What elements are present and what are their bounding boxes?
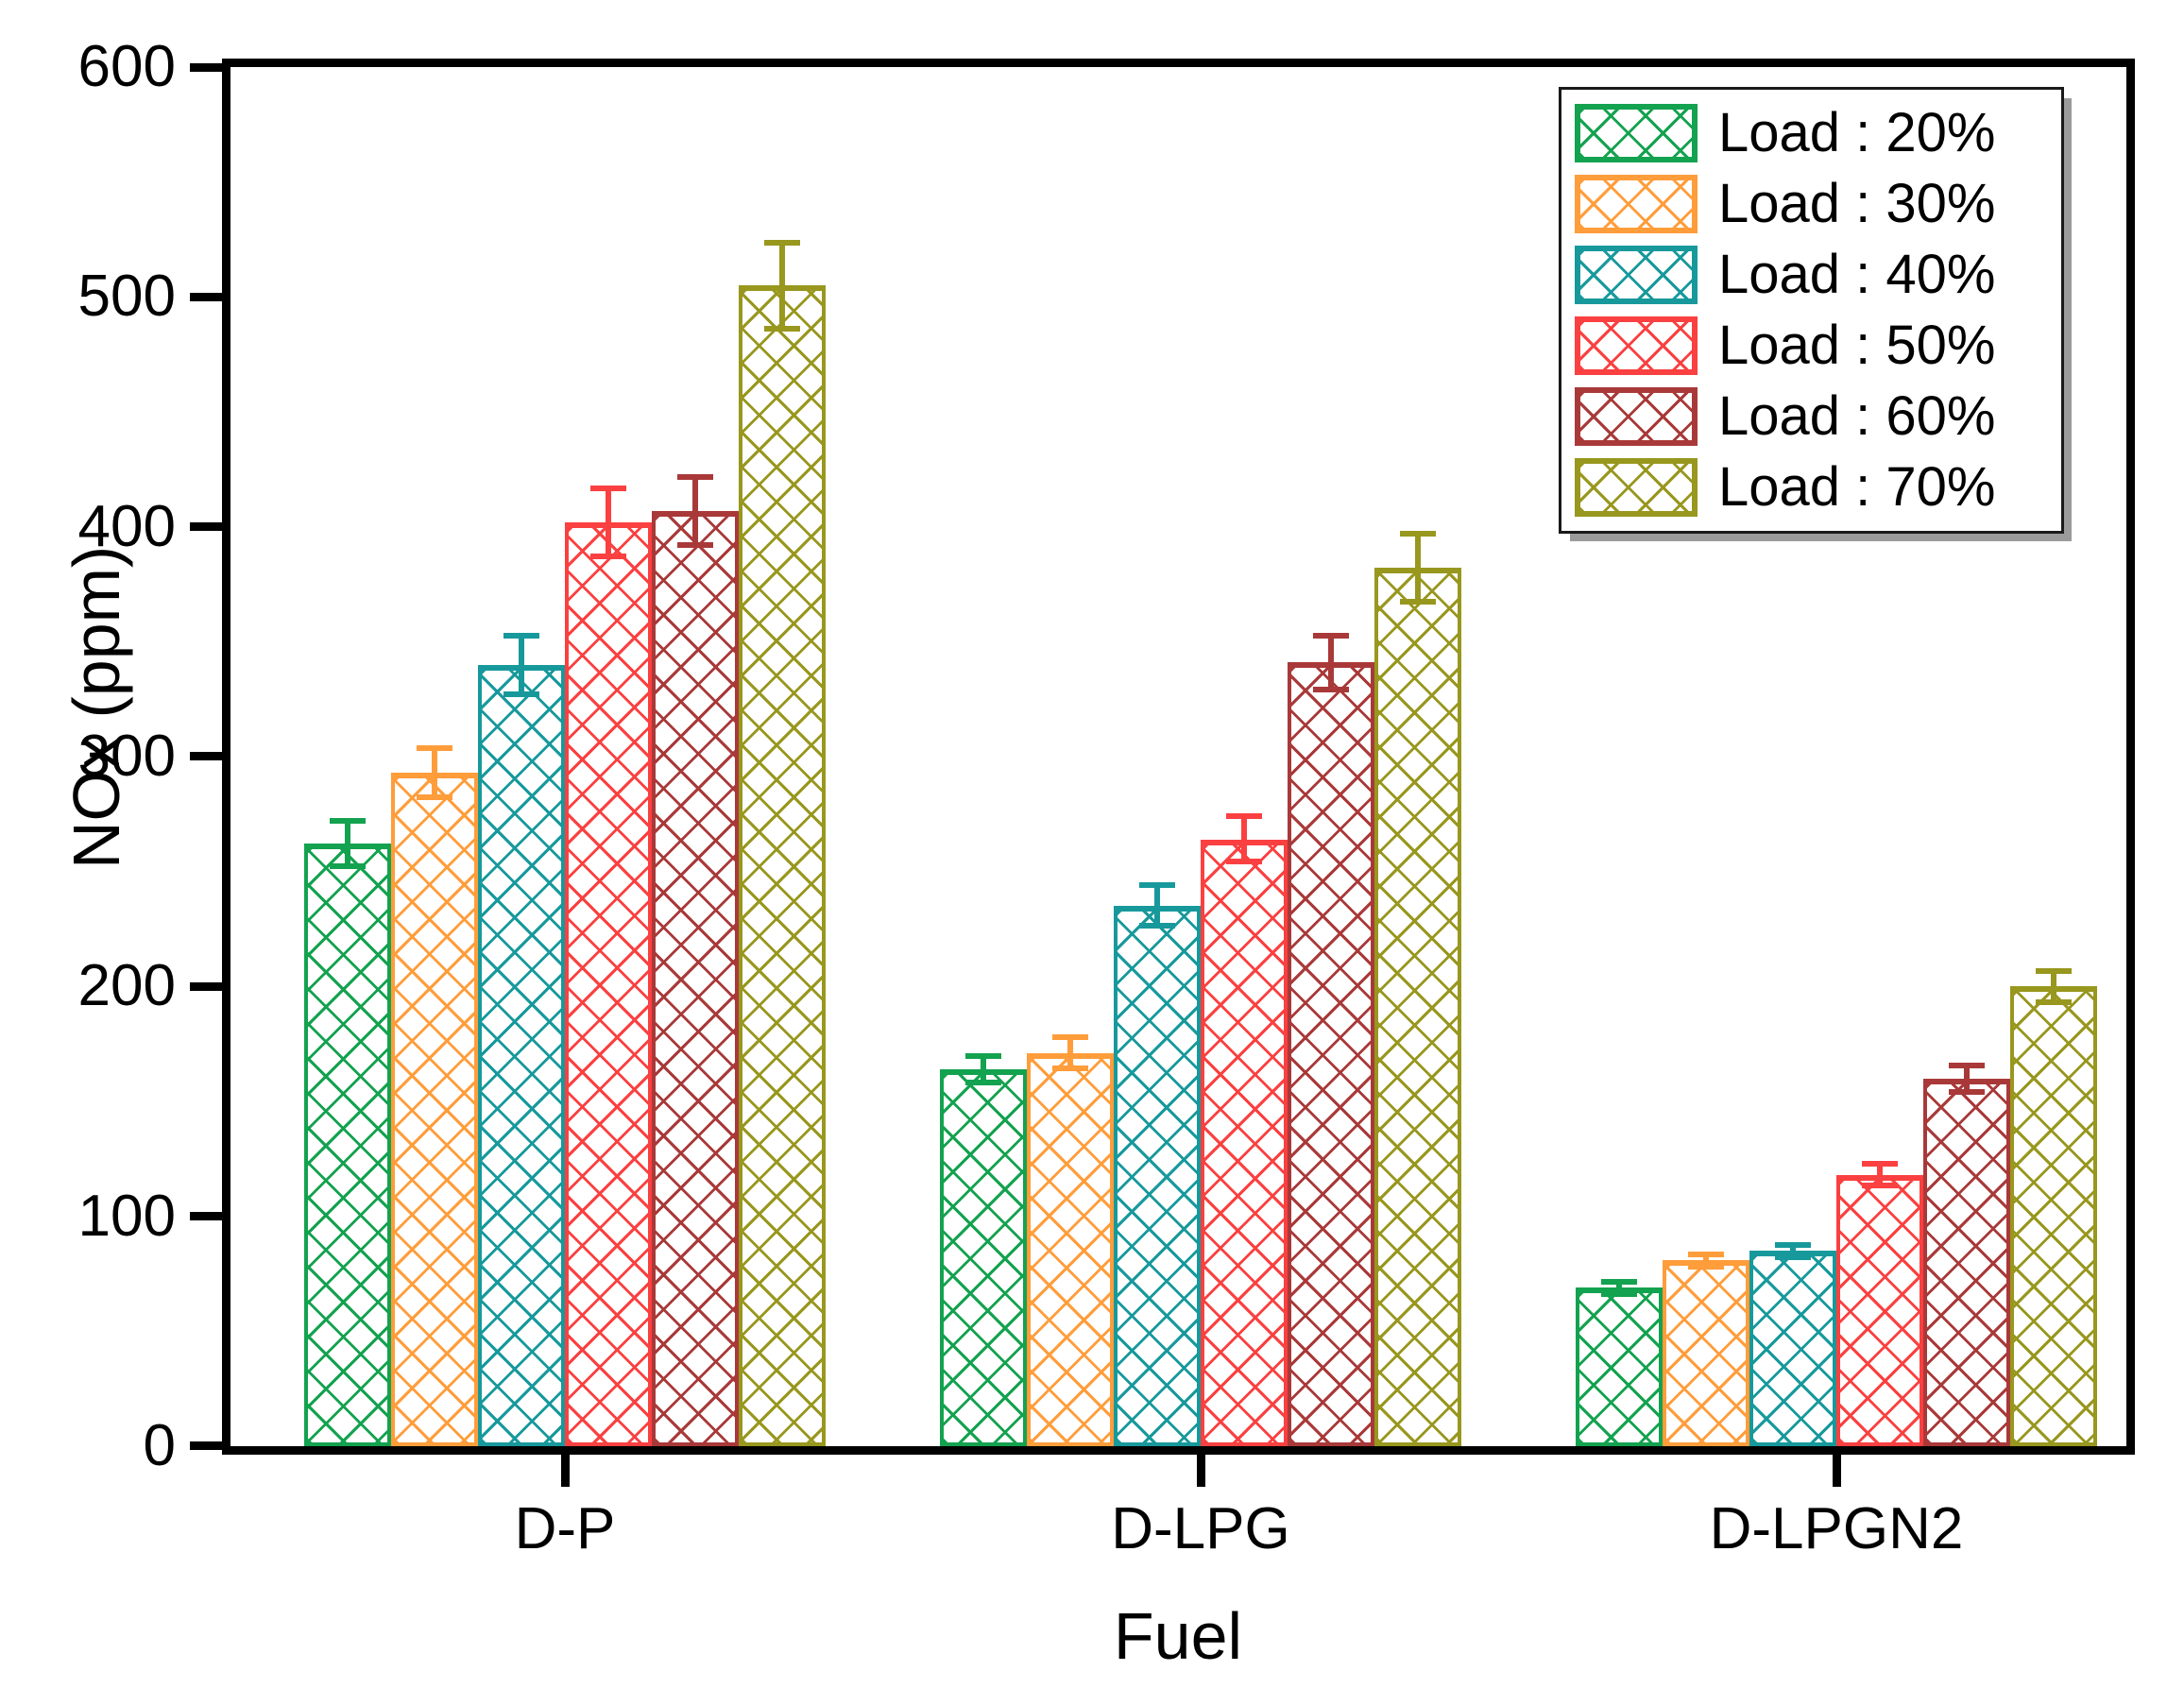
legend-label-load-20: Load : 20% xyxy=(1718,102,1996,163)
legend-label-load-70: Load : 70% xyxy=(1718,456,1996,518)
bar-d-lpgn2-load-40 xyxy=(1749,1251,1836,1446)
x-tick-label-d-lpgn2: D-LPGN2 xyxy=(1709,1496,1964,1561)
y-tick-0 xyxy=(190,1441,222,1450)
bar-d-p-load-70 xyxy=(739,285,826,1446)
y-tick-label-500: 500 xyxy=(77,264,176,329)
bar-d-p-load-60 xyxy=(652,511,739,1446)
legend: Load : 20% Load : 30% Load : 40% Load : 50%… xyxy=(1559,87,2064,534)
error-bar-d-lpgn2-load-20 xyxy=(1601,1279,1637,1297)
x-tick-d-lpg xyxy=(1197,1455,1205,1487)
bar-d-lpgn2-load-60 xyxy=(1923,1079,2010,1446)
error-bar-d-p-load-50 xyxy=(590,486,626,559)
legend-item-load-60: Load : 60% xyxy=(1575,384,2048,449)
legend-item-load-30: Load : 30% xyxy=(1575,172,2048,236)
y-tick-400 xyxy=(190,522,222,531)
bar-d-lpg-load-70 xyxy=(1374,568,1461,1446)
bar-d-lpg-load-20 xyxy=(940,1069,1027,1446)
y-tick-100 xyxy=(190,1212,222,1220)
bar-d-p-load-50 xyxy=(565,522,652,1446)
error-bar-d-lpg-load-20 xyxy=(965,1053,1001,1085)
x-tick-label-d-lpg: D-LPG xyxy=(1111,1496,1290,1561)
error-bar-d-lpg-load-40 xyxy=(1139,882,1175,929)
x-tick-label-d-p: D-P xyxy=(514,1496,616,1561)
legend-swatch-load-20 xyxy=(1575,104,1698,162)
y-tick-500 xyxy=(190,293,222,301)
y-tick-300 xyxy=(190,752,222,760)
error-bar-d-lpg-load-50 xyxy=(1226,813,1262,864)
bar-d-p-load-20 xyxy=(304,844,391,1446)
bar-d-lpg-load-60 xyxy=(1288,662,1374,1446)
bar-d-lpg-load-40 xyxy=(1114,906,1201,1446)
y-tick-label-400: 400 xyxy=(77,494,176,559)
error-bar-d-p-load-70 xyxy=(764,240,800,332)
error-bar-d-lpg-load-30 xyxy=(1052,1034,1088,1071)
bars-layer xyxy=(230,67,2126,1446)
legend-item-load-40: Load : 40% xyxy=(1575,243,2048,307)
y-tick-label-200: 200 xyxy=(77,953,176,1018)
y-tick-label-100: 100 xyxy=(77,1184,176,1249)
y-tick-label-0: 0 xyxy=(143,1413,176,1478)
y-tick-label-300: 300 xyxy=(77,724,176,789)
y-axis-title: NOx (ppm) xyxy=(60,545,133,869)
y-tick-200 xyxy=(190,982,222,991)
error-bar-d-lpgn2-load-40 xyxy=(1775,1242,1811,1260)
bar-d-p-load-40 xyxy=(478,665,565,1446)
bar-d-lpgn2-load-30 xyxy=(1663,1260,1749,1446)
x-tick-d-p xyxy=(561,1455,570,1487)
legend-item-load-50: Load : 50% xyxy=(1575,314,2048,378)
x-tick-d-lpgn2 xyxy=(1833,1455,1841,1487)
bar-d-lpgn2-load-20 xyxy=(1576,1287,1663,1446)
error-bar-d-lpg-load-70 xyxy=(1400,531,1436,605)
error-bar-d-p-load-40 xyxy=(503,633,539,697)
legend-swatch-load-70 xyxy=(1575,458,1698,517)
legend-swatch-load-60 xyxy=(1575,387,1698,446)
bar-d-lpgn2-load-70 xyxy=(2010,986,2097,1446)
bar-d-p-load-30 xyxy=(391,773,478,1446)
legend-item-load-70: Load : 70% xyxy=(1575,455,2048,520)
legend-swatch-load-40 xyxy=(1575,246,1698,304)
legend-item-load-20: Load : 20% xyxy=(1575,101,2048,165)
legend-swatch-load-30 xyxy=(1575,175,1698,233)
error-bar-d-p-load-30 xyxy=(417,745,452,800)
legend-swatch-load-50 xyxy=(1575,316,1698,375)
y-tick-label-600: 600 xyxy=(77,34,176,99)
error-bar-d-p-load-60 xyxy=(677,474,713,548)
error-bar-d-lpgn2-load-70 xyxy=(2036,968,2072,1005)
legend-label-load-60: Load : 60% xyxy=(1718,385,1996,447)
bar-d-lpg-load-50 xyxy=(1201,840,1288,1446)
legend-label-load-50: Load : 50% xyxy=(1718,315,1996,376)
legend-label-load-40: Load : 40% xyxy=(1718,244,1996,305)
error-bar-d-lpg-load-60 xyxy=(1313,633,1349,692)
y-tick-600 xyxy=(190,63,222,72)
error-bar-d-lpgn2-load-30 xyxy=(1688,1252,1724,1270)
bar-d-lpg-load-30 xyxy=(1027,1053,1114,1446)
legend-label-load-30: Load : 30% xyxy=(1718,173,1996,234)
error-bar-d-lpgn2-load-60 xyxy=(1949,1063,1985,1095)
x-axis-title: Fuel xyxy=(1113,1599,1243,1673)
error-bar-d-p-load-20 xyxy=(330,818,366,869)
bar-d-lpgn2-load-50 xyxy=(1836,1175,1923,1446)
error-bar-d-lpgn2-load-50 xyxy=(1862,1161,1898,1188)
